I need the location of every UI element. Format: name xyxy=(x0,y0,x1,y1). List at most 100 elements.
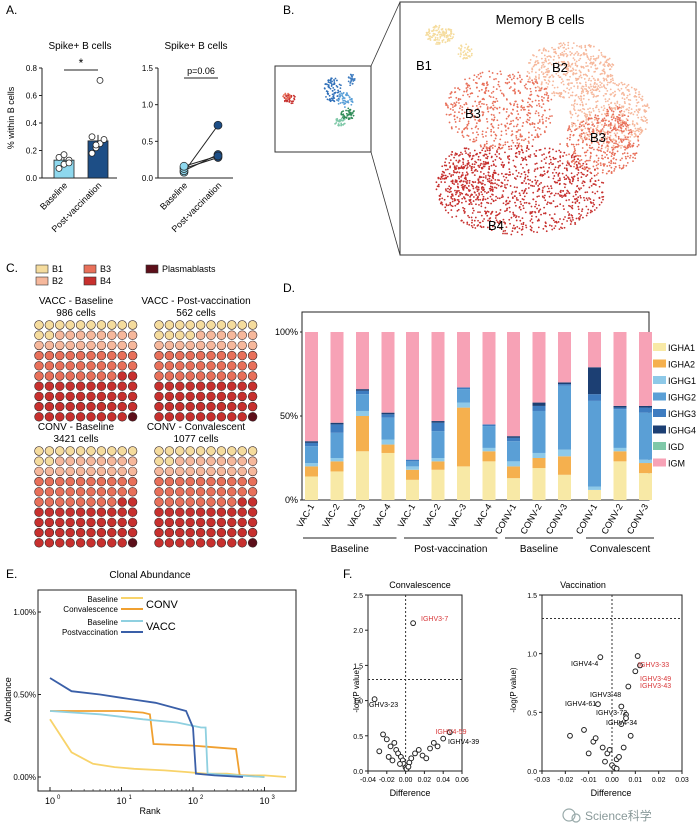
umap-cell xyxy=(562,189,565,192)
umap-cell xyxy=(557,221,560,223)
umap-cell xyxy=(577,78,579,81)
umap-cell xyxy=(451,193,454,196)
overview-cell xyxy=(345,109,347,112)
umap-cell xyxy=(589,126,592,129)
waffle-cell xyxy=(185,330,195,340)
overview-cell xyxy=(293,98,296,101)
umap-cell xyxy=(616,128,619,131)
umap-cell xyxy=(541,61,544,64)
umap-cell xyxy=(578,69,581,72)
umap-cell xyxy=(511,196,514,199)
umap-cell xyxy=(483,84,485,87)
umap-cell xyxy=(475,75,478,78)
e-xtick-exp: 2 xyxy=(200,795,204,801)
umap-cell xyxy=(531,123,534,126)
umap-cell xyxy=(437,177,440,180)
umap-cell xyxy=(563,176,566,179)
d-bar-label: VAC-1 xyxy=(396,502,418,529)
umap-cell xyxy=(582,162,585,165)
umap-cell xyxy=(458,167,461,169)
umap-cell xyxy=(598,143,600,146)
umap-cell xyxy=(457,208,460,211)
umap-cell xyxy=(494,171,497,174)
umap-cell xyxy=(568,153,570,156)
umap-cell xyxy=(588,146,591,149)
umap-cell xyxy=(436,37,439,39)
umap-cell xyxy=(643,115,646,118)
umap-cell xyxy=(619,144,621,147)
d-bar-segment-igm xyxy=(305,332,318,442)
umap-cell xyxy=(481,82,484,85)
umap-cell xyxy=(559,95,562,98)
panel-f-right-ylabel: -log(P value) xyxy=(509,667,518,713)
overview-cell xyxy=(286,99,289,102)
umap-cell xyxy=(502,144,505,147)
overview-cell xyxy=(325,95,327,98)
umap-cell xyxy=(520,139,523,141)
umap-cell xyxy=(619,138,622,141)
umap-cell xyxy=(562,54,565,57)
umap-cell xyxy=(628,129,630,132)
umap-cell xyxy=(585,214,588,217)
umap-cell xyxy=(566,78,569,81)
umap-cell xyxy=(624,138,626,141)
umap-cell xyxy=(581,182,584,185)
waffle-cell xyxy=(117,401,127,412)
umap-cell xyxy=(441,165,444,168)
d-bar-label: VAC-3 xyxy=(346,502,368,529)
umap-cell xyxy=(591,88,594,91)
waffle-cell xyxy=(216,507,227,517)
umap-cell xyxy=(505,133,508,135)
umap-cell xyxy=(571,121,573,124)
panel-f-left-title: Convalescence xyxy=(389,580,451,590)
waffle-cell xyxy=(55,446,65,456)
umap-cell xyxy=(589,180,592,183)
umap-cell xyxy=(500,73,503,76)
waffle-cell xyxy=(206,330,216,340)
umap-cell xyxy=(558,165,560,167)
umap-cell xyxy=(574,161,577,164)
waffle-cell xyxy=(96,340,107,351)
panel-a: A. Spike+ B cells % within B cells 0.00.… xyxy=(6,3,233,234)
umap-cell xyxy=(490,113,493,116)
umap-cell xyxy=(620,123,622,126)
umap-cell xyxy=(591,146,594,149)
umap-cell xyxy=(510,120,512,123)
umap-cell xyxy=(498,157,501,159)
umap-cell xyxy=(455,125,457,128)
overview-cell xyxy=(327,85,330,88)
f-left-point xyxy=(427,745,433,752)
umap-cell xyxy=(605,172,608,175)
umap-cell xyxy=(625,129,628,132)
umap-cell xyxy=(592,55,595,58)
umap-cell xyxy=(529,94,532,97)
umap-cell xyxy=(607,157,609,159)
umap-cell xyxy=(601,196,604,198)
umap-cell xyxy=(511,73,514,76)
umap-cell xyxy=(579,195,582,197)
umap-cell xyxy=(588,197,590,199)
overview-cell xyxy=(347,113,350,116)
umap-cell xyxy=(627,98,630,101)
waffle-cell xyxy=(195,507,206,517)
umap-cell xyxy=(572,195,575,198)
umap-cell xyxy=(559,195,562,197)
umap-cell xyxy=(594,58,596,60)
umap-cell xyxy=(542,63,545,66)
waffle-cell xyxy=(185,381,195,391)
umap-cell xyxy=(534,86,537,89)
umap-cell xyxy=(627,138,630,141)
waffle-cell xyxy=(154,517,164,528)
umap-cell xyxy=(604,55,607,58)
umap-cell xyxy=(589,57,592,60)
umap-cell xyxy=(619,159,622,162)
waffle-cell xyxy=(175,330,185,340)
umap-cell xyxy=(577,169,580,172)
waffle-cell xyxy=(55,320,65,330)
umap-cell xyxy=(595,117,598,120)
d-bar-segment-ighg3 xyxy=(356,390,369,395)
umap-cell xyxy=(579,74,582,77)
waffle-cell xyxy=(55,538,65,548)
waffle-cell xyxy=(44,517,55,528)
